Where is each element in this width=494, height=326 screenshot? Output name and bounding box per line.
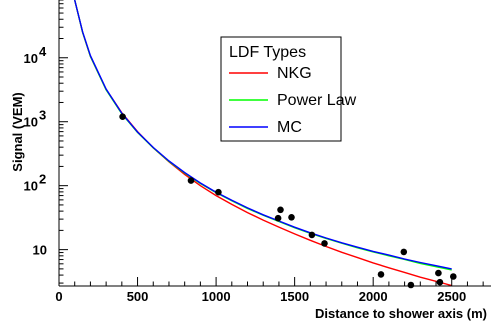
- legend-title: LDF Types: [229, 44, 306, 61]
- data-point: [321, 240, 328, 247]
- data-point: [187, 177, 195, 184]
- x-tick-label: 500: [127, 289, 149, 304]
- legend-entries: NKG Power Law MC: [229, 65, 357, 136]
- x-axis-title: Distance to shower axis (m): [315, 306, 487, 321]
- data-point: [119, 113, 126, 120]
- y-tick-exponent: 2: [39, 172, 46, 187]
- x-tick-label: 2500: [437, 289, 466, 304]
- x-tick-label: 0: [55, 289, 62, 304]
- data-point: [377, 271, 385, 278]
- y-tick-label: 10: [24, 115, 38, 130]
- data-point: [308, 231, 316, 239]
- data-point: [400, 248, 408, 256]
- y-tick-label: 10: [24, 51, 38, 66]
- legend-label-power-law: Power Law: [277, 92, 357, 109]
- data-point: [450, 273, 457, 280]
- x-tick-label: 2000: [359, 289, 388, 304]
- data-point: [215, 188, 222, 196]
- legend: LDF Types NKG Power Law MC: [220, 36, 357, 142]
- data-point: [407, 281, 415, 289]
- data-point: [435, 269, 442, 277]
- y-tick-exponent: 4: [39, 44, 47, 59]
- y-tick-exponent: 3: [39, 108, 46, 123]
- y-tick-label: 10: [33, 243, 47, 258]
- data-point: [436, 278, 444, 286]
- legend-box: [220, 36, 342, 142]
- data-point: [277, 206, 284, 214]
- data-point-layer: [119, 113, 457, 289]
- legend-label-mc: MC: [277, 119, 302, 136]
- data-point: [274, 214, 282, 222]
- x-tick-label: 1000: [202, 289, 231, 304]
- y-tick-label: 10: [24, 179, 38, 194]
- x-tick-label: 1500: [280, 289, 309, 304]
- data-point: [288, 214, 295, 221]
- legend-label-nkg: NKG: [277, 65, 312, 82]
- y-axis-title: Signal (VEM): [10, 92, 25, 171]
